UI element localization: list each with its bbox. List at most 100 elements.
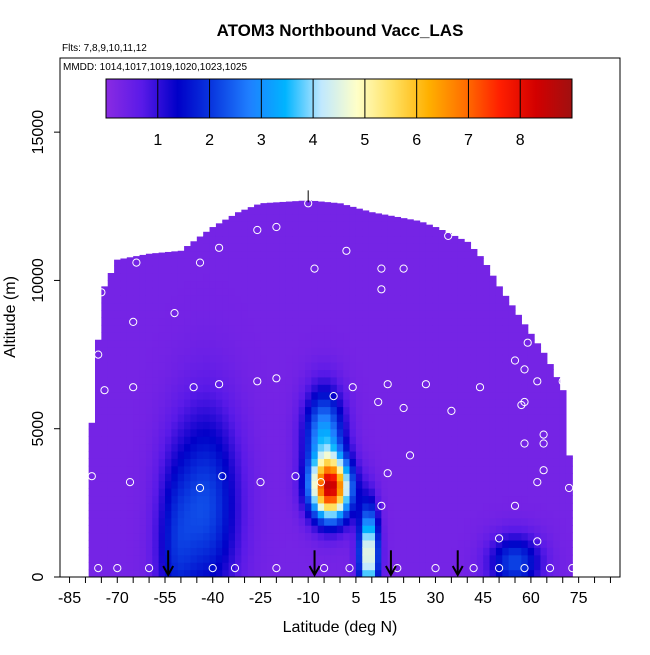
sample-point [87, 472, 96, 481]
heatmap-cell [171, 251, 179, 259]
heatmap-cell [222, 428, 230, 437]
heatmap-cell [432, 428, 440, 437]
heatmap-cell [355, 517, 363, 526]
sample-point [533, 478, 542, 487]
heatmap-cell [107, 436, 115, 445]
heatmap-cell [451, 465, 459, 474]
heatmap-cell [362, 228, 370, 237]
heatmap-cell [285, 206, 293, 215]
heatmap-cell [165, 339, 172, 348]
heatmap-cell [527, 361, 535, 370]
sample-point [170, 309, 179, 318]
heatmap-cell [266, 295, 274, 304]
heatmap-cell [152, 258, 160, 267]
heatmap-cell [508, 517, 516, 526]
heatmap-cell [228, 554, 236, 563]
heatmap-cell [241, 465, 249, 474]
heatmap-cell [285, 228, 293, 237]
heatmap-cell [190, 243, 198, 252]
heatmap-cell [495, 458, 503, 467]
heatmap-cell [145, 547, 153, 556]
heatmap-cell [171, 495, 179, 504]
heatmap-cell [177, 280, 185, 289]
heatmap-cell [305, 332, 312, 341]
heatmap-cell [254, 384, 262, 393]
heatmap-cell [540, 554, 548, 563]
heatmap-cell [540, 569, 548, 577]
heatmap-cell [508, 569, 516, 577]
heatmap-cell [502, 421, 510, 430]
heatmap-cell [330, 473, 338, 482]
heatmap-cell [241, 517, 249, 526]
heatmap-cell [254, 280, 262, 289]
heatmap-cell [133, 347, 141, 356]
heatmap-cell [133, 310, 141, 319]
heatmap-cell [527, 391, 535, 400]
heatmap-cell [298, 339, 306, 348]
heatmap-cell [152, 465, 160, 474]
heatmap-cell [355, 228, 363, 237]
sample-point [377, 285, 386, 294]
heatmap-cell [101, 406, 109, 415]
heatmap-cell [419, 324, 427, 333]
sample-point [469, 564, 478, 573]
heatmap-cell [425, 243, 433, 252]
heatmap-cell [311, 324, 319, 333]
heatmap-cell [260, 495, 268, 504]
heatmap-cell [336, 361, 344, 370]
heatmap-cell [298, 213, 306, 222]
heatmap-cell [95, 428, 102, 437]
heatmap-cell [317, 532, 325, 541]
heatmap-cell [266, 280, 274, 289]
heatmap-cell [158, 465, 166, 474]
heatmap-cell [483, 347, 491, 356]
heatmap-cell [387, 250, 395, 259]
heatmap-cell [343, 406, 351, 415]
heatmap-cell [413, 465, 421, 474]
heatmap-cell [394, 480, 402, 489]
heatmap-cell [368, 525, 376, 534]
heatmap-cell [515, 562, 522, 571]
heatmap-cell [394, 525, 402, 534]
heatmap-cell [292, 502, 300, 511]
heatmap-cell [394, 243, 402, 252]
heatmap-cell [508, 465, 516, 474]
heatmap-cell [145, 539, 153, 548]
heatmap-cell [381, 495, 389, 504]
heatmap-cell [101, 421, 109, 430]
heatmap-cell [292, 243, 300, 252]
heatmap-cell [171, 384, 179, 393]
heatmap-cell [107, 376, 115, 385]
heatmap-cell [406, 235, 414, 244]
heatmap-cell [445, 428, 452, 437]
heatmap-cell [222, 258, 230, 267]
heatmap-cell [273, 317, 281, 326]
heatmap-cell [101, 324, 109, 333]
heatmap-cell [305, 488, 312, 497]
heatmap-cell [381, 354, 389, 363]
heatmap-cell [184, 250, 192, 259]
heatmap-cell [177, 399, 185, 408]
heatmap-cell [228, 510, 236, 519]
heatmap-cell [413, 480, 421, 489]
heatmap-cell [324, 399, 332, 408]
heatmap-cell [476, 339, 484, 348]
heatmap-cell [152, 265, 160, 274]
heatmap-cell [292, 206, 300, 215]
heatmap-cell [311, 243, 319, 252]
heatmap-cell [266, 502, 274, 511]
heatmap-cell [438, 473, 446, 482]
heatmap-cell [362, 391, 370, 400]
heatmap-cell [559, 532, 567, 541]
heatmap-cell [355, 502, 363, 511]
sample-point [253, 225, 262, 235]
heatmap-cell [476, 361, 484, 370]
heatmap-cell [483, 458, 491, 467]
heatmap-cell [279, 361, 287, 370]
heatmap-cell [330, 228, 338, 237]
heatmap-cell [209, 295, 217, 304]
heatmap-cell [324, 406, 332, 415]
heatmap-cell [515, 391, 522, 400]
heatmap-cell [406, 310, 414, 319]
heatmap-cell [546, 547, 554, 556]
